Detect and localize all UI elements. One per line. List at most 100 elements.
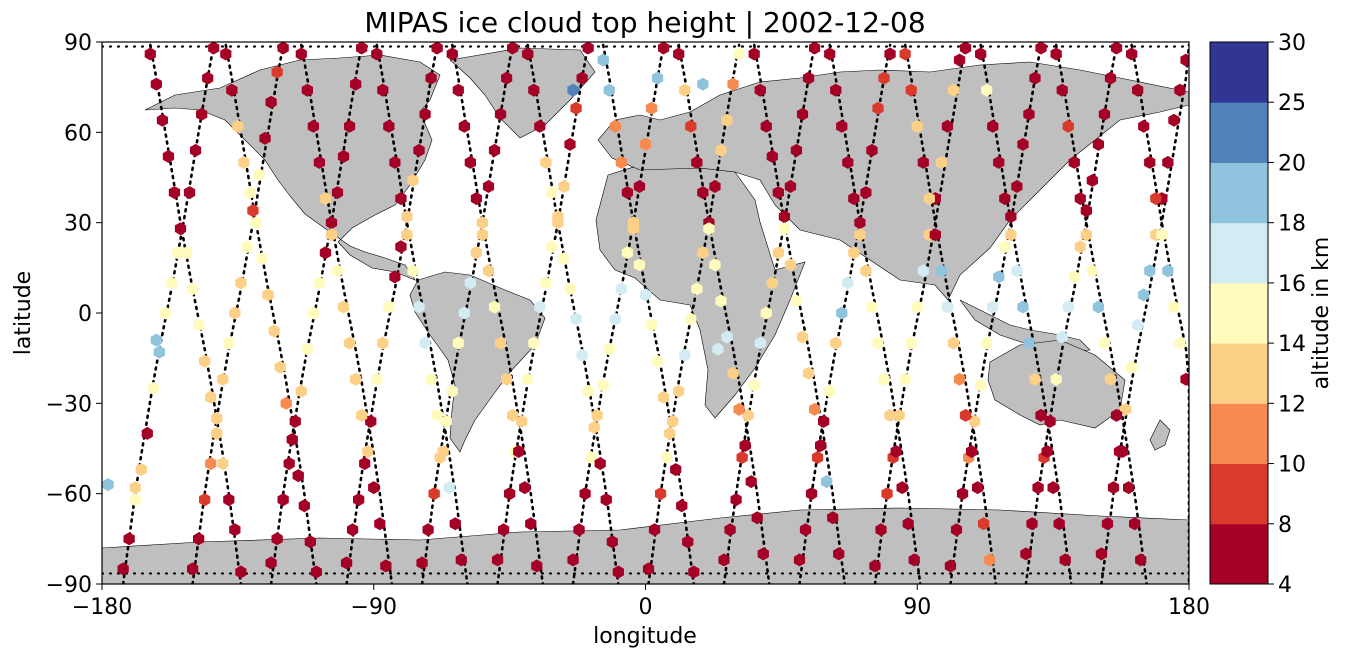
cloud-point	[371, 372, 383, 386]
cloud-point	[703, 222, 715, 236]
cloud-point	[449, 517, 461, 531]
cloud-point	[1017, 300, 1029, 314]
cloud-point	[374, 517, 386, 531]
orbit-track	[647, 43, 741, 584]
cloud-point	[1098, 107, 1111, 121]
cloud-point	[558, 180, 570, 193]
orbit-track	[1054, 43, 1148, 584]
cloud-point	[727, 77, 739, 91]
orbit-track	[149, 43, 243, 584]
colorbar-bin	[1210, 162, 1268, 224]
cloud-point	[609, 119, 621, 133]
cloud-point	[389, 270, 401, 284]
cloud-point	[793, 553, 806, 567]
cloud-point	[1156, 228, 1168, 242]
cloud-point	[627, 222, 640, 236]
cloud-point	[1050, 47, 1062, 61]
cloud-point	[531, 559, 543, 573]
cloud-point	[896, 481, 908, 495]
cloud-point	[899, 372, 911, 386]
cloud-point	[576, 71, 588, 85]
cloud-point	[337, 149, 350, 163]
colorbar-bin	[1210, 222, 1268, 284]
cloud-point	[878, 71, 890, 85]
cloud-point	[455, 553, 467, 567]
cloud-point	[1132, 318, 1144, 332]
cloud-point	[501, 372, 513, 386]
cloud-point	[815, 439, 827, 452]
cloud-point	[295, 47, 307, 61]
cloud-point	[1005, 228, 1017, 242]
cloud-point	[331, 186, 344, 200]
cloud-point	[585, 451, 597, 464]
cloud-point	[730, 493, 742, 507]
cloud-point	[1080, 204, 1092, 218]
colorbar-tick-label: 16	[1278, 272, 1306, 297]
cloud-point	[277, 42, 289, 55]
cloud-point	[1120, 402, 1132, 416]
cloud-point	[615, 282, 627, 296]
cloud-point	[953, 372, 966, 386]
cloud-point	[621, 246, 633, 260]
cloud-point	[1180, 53, 1189, 67]
cloud-point	[642, 562, 655, 576]
cloud-point	[905, 83, 917, 97]
cloud-point	[356, 408, 368, 422]
cloud-point	[159, 306, 171, 320]
cloud-point	[205, 457, 217, 471]
cloud-point	[821, 475, 833, 489]
cloud-point	[1132, 83, 1144, 97]
cloud-point	[772, 186, 784, 200]
cloud-point	[911, 119, 923, 133]
cloud-point	[534, 300, 546, 314]
cloud-point	[1041, 445, 1053, 458]
cloud-point	[570, 101, 582, 115]
cloud-point	[956, 487, 969, 501]
cloud-point	[476, 216, 489, 230]
orbit-track	[450, 43, 545, 584]
cloud-point	[1023, 107, 1035, 121]
orbit-track	[722, 43, 816, 584]
cloud-point	[736, 451, 748, 464]
orbit-track	[1100, 43, 1189, 584]
cloud-point	[1050, 372, 1062, 386]
cloud-point	[1068, 270, 1080, 284]
cloud-point	[265, 95, 277, 109]
cloud-point	[1110, 408, 1123, 422]
cloud-point	[978, 517, 990, 531]
cloud-point	[259, 131, 271, 145]
cloud-point	[947, 336, 960, 350]
cloud-point	[205, 390, 217, 404]
cloud-point	[709, 258, 721, 272]
cloud-point	[1056, 330, 1068, 344]
colorbar-frame	[1209, 41, 1269, 585]
cloud-point	[1020, 547, 1032, 561]
cloud-point	[603, 83, 615, 97]
cloud-point	[141, 426, 153, 440]
cloud-point	[721, 330, 733, 344]
cloud-point	[1086, 264, 1098, 278]
cloud-point	[1168, 300, 1180, 314]
cloud-point	[878, 372, 890, 386]
cloud-point	[766, 149, 778, 163]
cloud-point	[1092, 137, 1104, 151]
cloud-point	[337, 300, 350, 314]
colorbar-bin	[1210, 42, 1268, 103]
orbit-track	[191, 43, 285, 584]
cloud-point	[313, 276, 325, 290]
cloud-point	[187, 282, 199, 296]
colorbar-bin	[1210, 463, 1268, 525]
cloud-point	[437, 445, 449, 458]
cloud-point	[428, 487, 440, 501]
cloud-point	[802, 366, 815, 380]
cloud-point	[950, 523, 963, 537]
cloud-point	[1026, 517, 1038, 531]
cloud-point	[836, 119, 848, 133]
cloud-point	[809, 402, 821, 416]
cloud-point	[1062, 300, 1074, 314]
cloud-point	[724, 523, 736, 537]
cloud-point	[383, 300, 395, 314]
cloud-point	[1123, 481, 1135, 495]
orbit-track	[496, 43, 590, 584]
cloud-point	[443, 481, 455, 495]
